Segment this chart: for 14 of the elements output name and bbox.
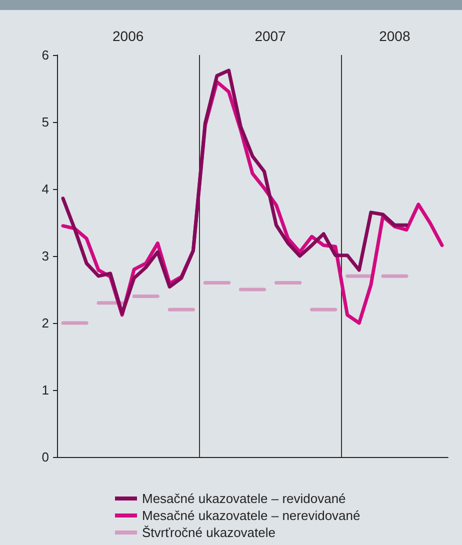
- x-tick-label: 2008: [379, 28, 410, 44]
- x-tick-label: 2007: [254, 28, 286, 44]
- line-series: [61, 68, 408, 316]
- x-tick-label: 2006: [112, 28, 144, 44]
- y-tick-label: 3: [42, 248, 49, 264]
- y-tick-label: 6: [42, 48, 49, 62]
- y-tick-label: 1: [42, 382, 49, 398]
- legend-label: Mesačné ukazovatele – revidované: [142, 491, 346, 506]
- y-tick-label: 4: [42, 182, 49, 196]
- y-tick-label: 2: [42, 316, 49, 330]
- legend-label: Štvrťročné ukazovatele: [142, 525, 276, 540]
- legend-label: Mesačné ukazovatele – nerevidované: [142, 508, 360, 523]
- y-tick-label: 5: [42, 114, 49, 130]
- y-tick-label: 0: [42, 450, 49, 464]
